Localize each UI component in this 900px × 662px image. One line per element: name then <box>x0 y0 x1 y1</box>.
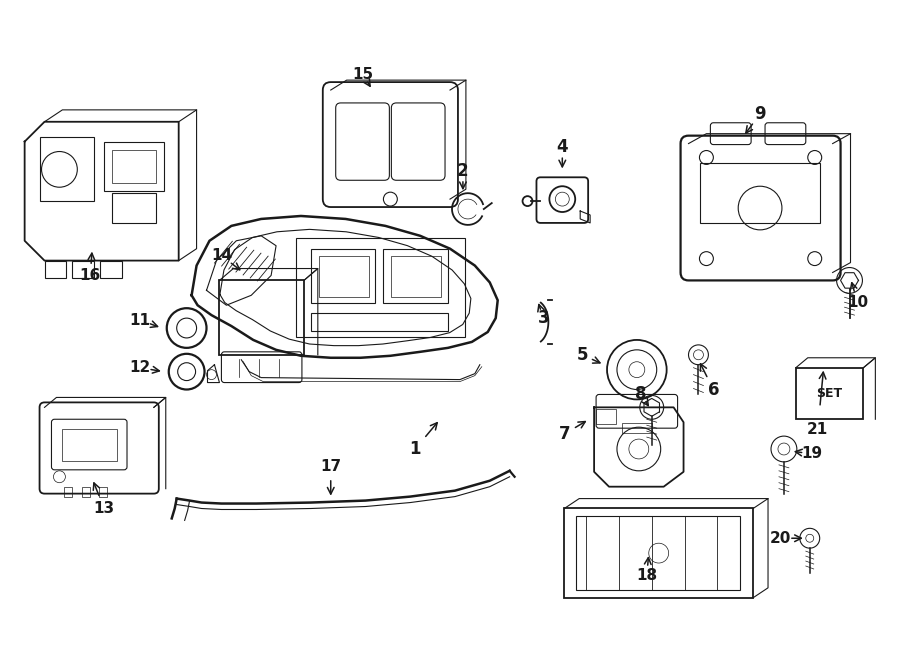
Bar <box>319 256 368 297</box>
Bar <box>112 193 156 223</box>
Text: 2: 2 <box>457 162 469 180</box>
Bar <box>40 136 94 201</box>
Text: 12: 12 <box>130 360 150 375</box>
Bar <box>796 367 863 419</box>
Text: 10: 10 <box>847 295 868 310</box>
Bar <box>296 238 465 337</box>
Text: 8: 8 <box>635 385 646 403</box>
Text: 6: 6 <box>707 381 719 399</box>
Text: 11: 11 <box>130 312 150 328</box>
Bar <box>62 429 117 461</box>
Text: 7: 7 <box>559 425 570 443</box>
Bar <box>100 261 122 279</box>
Bar <box>310 249 375 303</box>
Text: 9: 9 <box>754 105 766 123</box>
Text: 3: 3 <box>537 309 549 327</box>
Text: 18: 18 <box>636 569 657 583</box>
Text: 21: 21 <box>807 422 828 437</box>
Bar <box>564 508 753 598</box>
Text: 13: 13 <box>94 501 114 516</box>
Text: 5: 5 <box>576 346 588 364</box>
Bar <box>310 313 448 331</box>
Text: 14: 14 <box>211 248 232 263</box>
Bar <box>82 487 90 496</box>
Bar <box>104 142 164 191</box>
Bar <box>99 487 107 496</box>
Bar <box>700 164 820 223</box>
Bar <box>44 261 67 279</box>
Bar <box>65 487 72 496</box>
Text: 16: 16 <box>79 268 101 283</box>
Bar <box>383 249 448 303</box>
Text: 4: 4 <box>556 138 568 156</box>
Bar <box>392 256 441 297</box>
Bar <box>220 281 304 355</box>
Bar <box>596 409 616 424</box>
Bar <box>622 423 652 433</box>
Bar <box>576 516 740 590</box>
Text: 1: 1 <box>410 440 421 458</box>
Text: SET: SET <box>816 387 842 400</box>
Bar <box>112 150 156 183</box>
Bar <box>72 261 94 279</box>
Text: 17: 17 <box>320 459 341 475</box>
Text: 20: 20 <box>770 531 790 545</box>
Text: 15: 15 <box>352 67 374 81</box>
Text: 19: 19 <box>801 446 823 461</box>
